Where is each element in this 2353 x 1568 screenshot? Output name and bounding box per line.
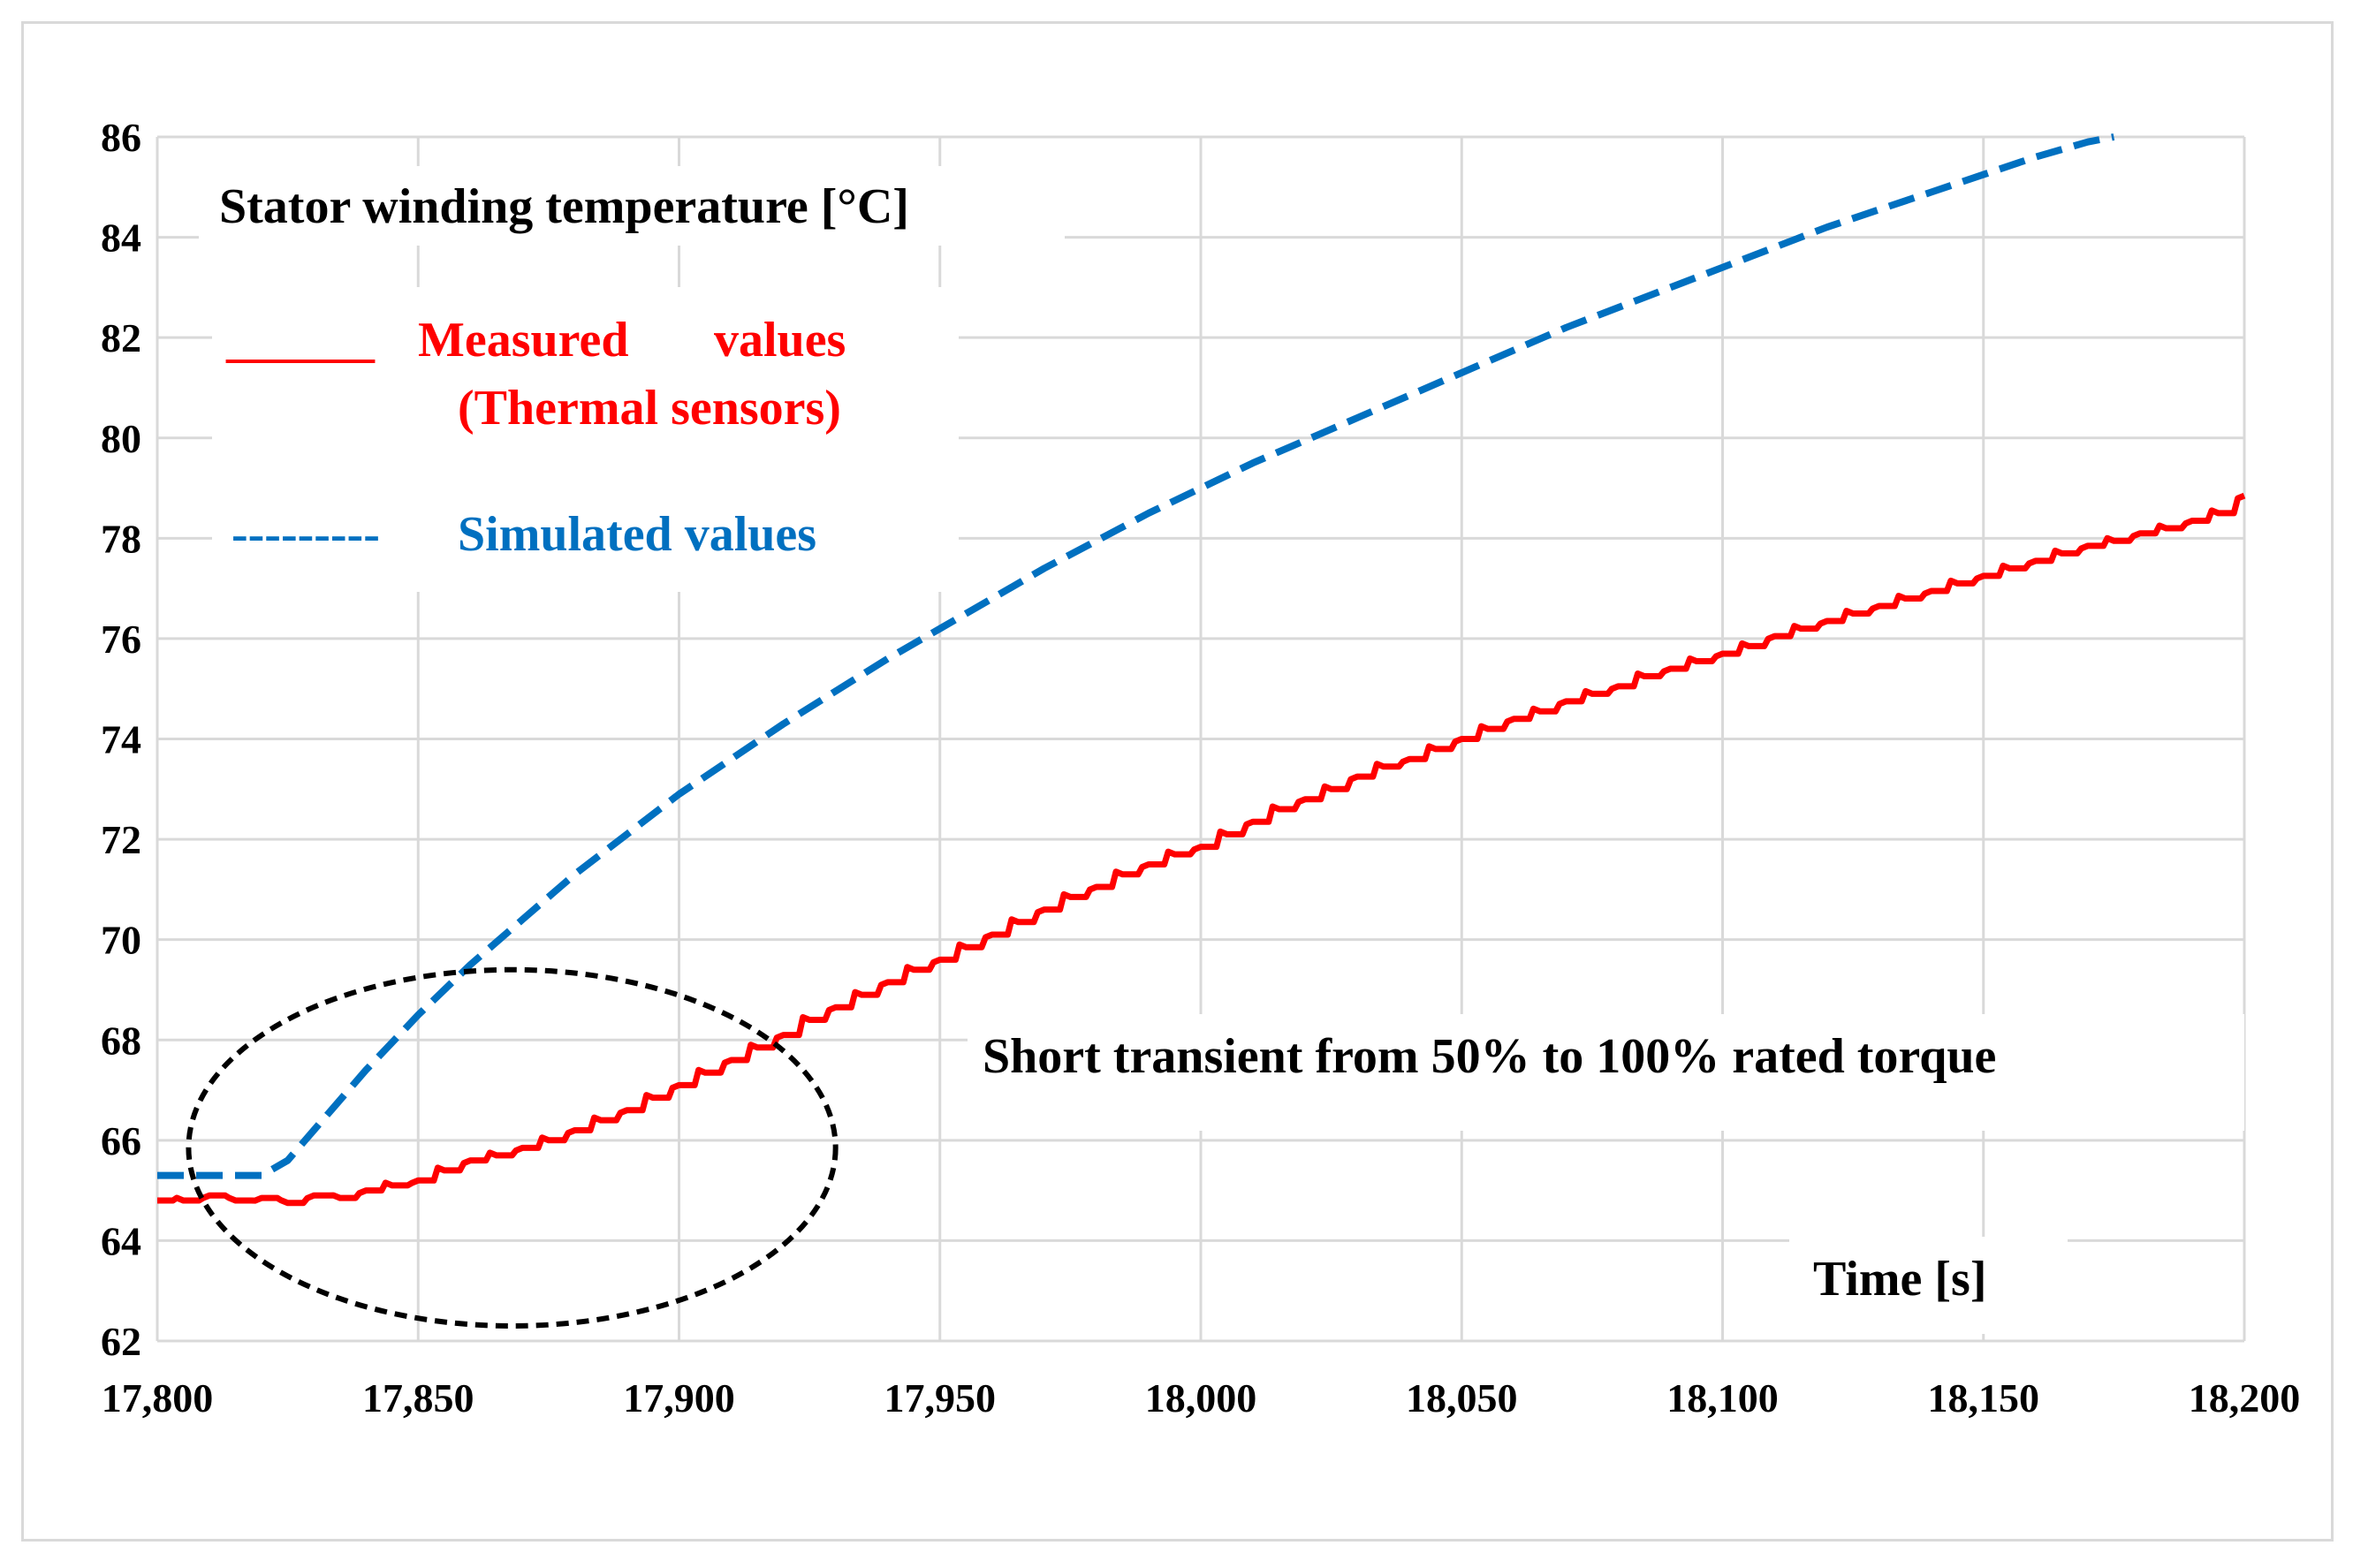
x-tick-label: 17,900 xyxy=(623,1375,735,1420)
y-tick-label: 86 xyxy=(101,115,141,160)
y-tick-label: 66 xyxy=(101,1118,141,1163)
series-measured-line xyxy=(157,492,2246,1207)
y-tick-label: 78 xyxy=(101,516,141,561)
x-tick-label: 18,150 xyxy=(1928,1375,2040,1420)
x-tick-label: 17,850 xyxy=(362,1375,474,1420)
y-axis-tick-labels: 62 64 66 68 70 72 74 76 78 80 82 84 86 xyxy=(101,115,141,1364)
series-layer xyxy=(157,133,2246,1207)
x-tick-label: 18,000 xyxy=(1145,1375,1257,1420)
x-tick-label: 18,100 xyxy=(1666,1375,1779,1420)
legend-measured-label-values: values xyxy=(714,313,846,367)
x-tick-label: 18,200 xyxy=(2189,1375,2301,1420)
legend-simulated-label: Simulated values xyxy=(458,507,816,562)
transient-annotation: Short transient from 50% to 100% rated t… xyxy=(983,1029,1996,1084)
x-tick-label: 18,050 xyxy=(1406,1375,1518,1420)
y-tick-label: 84 xyxy=(101,216,141,261)
y-tick-label: 64 xyxy=(101,1218,141,1263)
legend-background xyxy=(212,287,959,592)
legend-simulated-line: --------- xyxy=(232,507,380,562)
legend-measured-line: ______ xyxy=(225,313,376,367)
x-axis-label: Time [s] xyxy=(1813,1252,1987,1307)
legend-measured-sublabel: (Thermal sensors) xyxy=(458,381,841,436)
y-tick-label: 70 xyxy=(101,918,141,963)
chart-title: Stator winding temperature [°C] xyxy=(219,179,909,234)
title-background xyxy=(199,166,1065,246)
series-simulated-line xyxy=(157,133,2115,1179)
y-tick-label: 76 xyxy=(101,617,141,662)
xlabel-background xyxy=(1789,1237,2068,1334)
y-tick-label: 72 xyxy=(101,817,141,862)
y-tick-label: 68 xyxy=(101,1018,141,1063)
y-tick-label: 82 xyxy=(101,315,141,360)
x-tick-label: 17,800 xyxy=(102,1375,214,1420)
x-axis-tick-labels: 17,800 17,850 17,900 17,950 18,000 18,050 18,1… xyxy=(102,1375,2301,1420)
y-tick-label: 74 xyxy=(101,717,141,762)
y-tick-label: 62 xyxy=(101,1319,141,1364)
highlight-layer xyxy=(186,966,839,1329)
legend-measured-label: Measured xyxy=(418,313,629,367)
y-tick-label: 80 xyxy=(101,416,141,461)
annotation-background xyxy=(968,1014,2244,1131)
transient-highlight-ellipse xyxy=(186,966,839,1329)
x-tick-label: 17,950 xyxy=(884,1375,997,1420)
